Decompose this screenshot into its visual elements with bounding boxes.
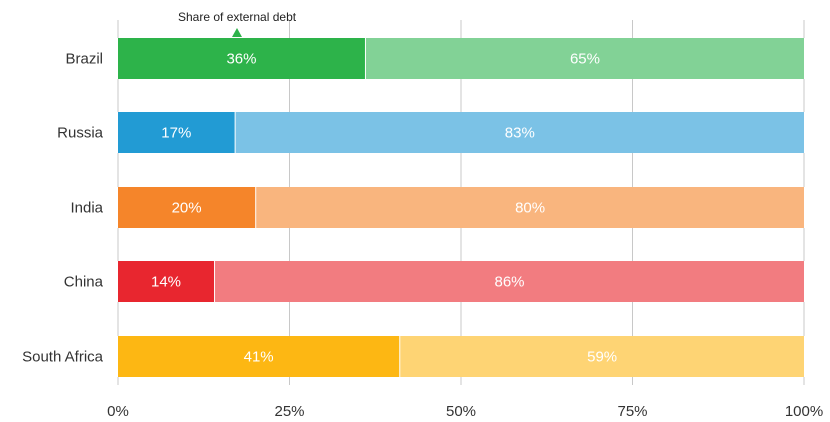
- category-label: Brazil: [65, 51, 103, 68]
- annotation-text: Share of external debt: [178, 10, 297, 24]
- bar-value-label: 80%: [515, 200, 545, 217]
- category-label: India: [70, 200, 103, 217]
- bar-segment: [118, 112, 235, 153]
- bar-value-label: 41%: [244, 349, 274, 366]
- category-label: South Africa: [22, 349, 104, 366]
- bar-segment: [400, 336, 804, 377]
- bar-segment: [118, 38, 365, 79]
- x-axis-ticks: 0% 25% 50% 75% 100%: [107, 403, 823, 420]
- bar-value-label: 20%: [172, 200, 202, 217]
- x-tick-label: 50%: [446, 403, 476, 420]
- bar-value-label: 59%: [587, 349, 617, 366]
- annotation-marker-icon: [232, 28, 242, 37]
- x-tick-label: 100%: [785, 403, 823, 420]
- grid-lines: [117, 20, 805, 385]
- bar-value-label: 86%: [495, 274, 525, 291]
- bar-segment: [365, 38, 804, 79]
- annotation-group: Share of external debt: [178, 10, 297, 37]
- bar-value-label: 36%: [226, 51, 256, 68]
- bar-segment: [256, 187, 804, 228]
- bar-segment: [118, 261, 215, 302]
- bar-value-label: 65%: [570, 51, 600, 68]
- bars-group: 36% 65% 17% 83% 20% 80% 14% 86% 41% 59%: [118, 38, 805, 377]
- bar-value-label: 14%: [151, 274, 181, 291]
- bar-segment: [235, 112, 804, 153]
- bar-segment: [118, 336, 400, 377]
- category-label: China: [64, 274, 104, 291]
- bar-value-label: 83%: [505, 125, 535, 142]
- x-tick-label: 75%: [617, 403, 647, 420]
- category-label: Russia: [57, 125, 104, 142]
- bar-segment: [215, 261, 805, 302]
- x-tick-label: 0%: [107, 403, 129, 420]
- bar-value-label: 17%: [161, 125, 191, 142]
- bar-segment: [118, 187, 256, 228]
- x-tick-label: 25%: [274, 403, 304, 420]
- category-labels: Brazil Russia India China South Africa: [22, 51, 104, 366]
